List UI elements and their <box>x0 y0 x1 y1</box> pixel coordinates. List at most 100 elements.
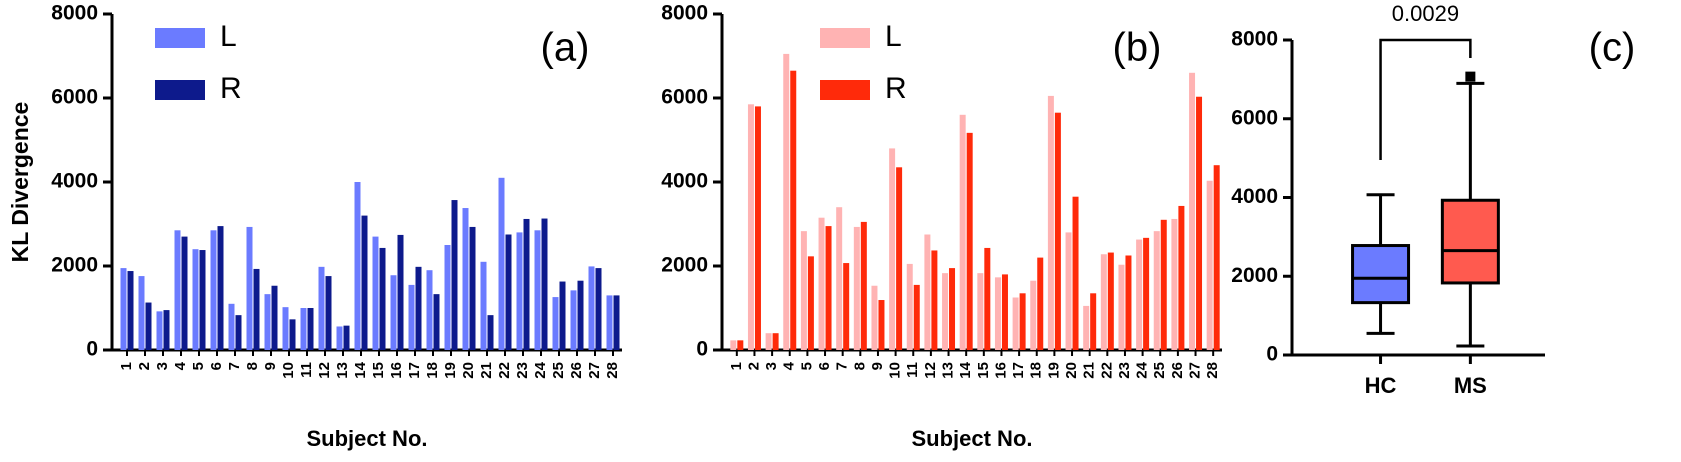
x-tick-label: 20 <box>1063 362 1080 379</box>
x-tick-label: 14 <box>957 361 974 378</box>
x-tick-label: 28 <box>604 362 621 379</box>
bar <box>924 234 931 350</box>
bar <box>1171 218 1178 350</box>
legend-label: R <box>885 72 907 105</box>
bar <box>1019 293 1026 350</box>
bar <box>282 307 289 350</box>
bar <box>433 294 440 350</box>
bar <box>1189 72 1196 351</box>
bar <box>1090 293 1097 350</box>
bar <box>1012 297 1019 350</box>
x-tick-label: 11 <box>298 362 315 378</box>
bar <box>271 285 278 350</box>
x-tick-label: 22 <box>496 362 513 379</box>
bar <box>210 230 217 350</box>
x-tick-label: 25 <box>550 362 567 379</box>
bar <box>1143 237 1150 350</box>
x-tick-label: 23 <box>514 362 531 379</box>
bar <box>127 271 134 350</box>
bar <box>931 250 938 350</box>
x-tick-label: 10 <box>887 362 904 379</box>
bar <box>843 263 850 350</box>
legend-swatch <box>155 80 205 100</box>
x-tick-label: 18 <box>424 362 441 379</box>
x-tick-label: 18 <box>1028 362 1045 379</box>
bar <box>516 232 523 350</box>
panel-label: (b) <box>1113 26 1162 70</box>
x-tick-label: 20 <box>460 362 477 379</box>
bar <box>552 297 559 350</box>
bar <box>984 247 991 350</box>
x-tick-label: 21 <box>478 362 495 379</box>
bar <box>541 218 548 350</box>
x-tick-label: 15 <box>370 362 387 379</box>
y-tick-label: 6000 <box>661 86 708 109</box>
x-tick-label: 17 <box>406 362 423 379</box>
bar <box>228 303 235 350</box>
y-tick-label: 8000 <box>1231 28 1278 51</box>
bar <box>120 268 127 350</box>
bar <box>1196 96 1203 351</box>
bar <box>1030 280 1037 350</box>
bar <box>896 167 903 350</box>
x-tick-label: 22 <box>1098 362 1115 379</box>
x-tick-label: 3 <box>154 362 171 370</box>
bar <box>354 182 361 350</box>
bar <box>994 277 1001 350</box>
bar <box>818 217 825 350</box>
bar <box>1118 264 1125 350</box>
bar <box>505 234 512 350</box>
x-tick-label: 2 <box>745 362 762 370</box>
bar <box>1047 95 1054 351</box>
bar <box>156 311 163 350</box>
bar <box>426 270 433 350</box>
bar <box>289 319 296 350</box>
bar <box>145 302 152 350</box>
x-tick-label: 8 <box>851 362 868 370</box>
x-tick-label: 7 <box>226 362 243 370</box>
bar <box>871 285 878 350</box>
bar <box>853 226 860 350</box>
bar <box>307 308 314 350</box>
bar <box>1037 257 1044 350</box>
y-tick-label: 0 <box>696 338 708 361</box>
x-tick-label: 8 <box>244 362 261 370</box>
bar <box>772 333 779 350</box>
legend-swatch <box>820 80 870 100</box>
bar <box>217 226 224 350</box>
x-tick-label: 10 <box>280 362 297 379</box>
bar <box>1065 232 1072 350</box>
significance-label: 0.0029 <box>1392 1 1459 26</box>
bar <box>343 325 350 350</box>
x-tick-label: HC <box>1365 373 1397 398</box>
bar <box>878 300 885 350</box>
bar <box>783 53 790 351</box>
x-tick-label: MS <box>1454 373 1487 398</box>
x-tick-label: 4 <box>781 361 798 370</box>
x-tick-label: 11 <box>904 362 921 378</box>
x-tick-label: 24 <box>532 361 549 378</box>
bar <box>379 247 386 350</box>
bar <box>959 114 966 350</box>
bar <box>138 276 145 350</box>
panel-label: (a) <box>541 26 590 70</box>
bar <box>487 315 494 350</box>
x-tick-label: 9 <box>262 362 279 370</box>
x-tick-label: 21 <box>1081 362 1098 379</box>
bar <box>730 340 737 350</box>
x-tick-label: 6 <box>816 362 833 370</box>
y-tick-label: 4000 <box>51 170 98 193</box>
x-tick-label: 6 <box>208 362 225 370</box>
bar <box>1160 219 1167 350</box>
y-tick-label: 8000 <box>661 2 708 25</box>
x-tick-label: 17 <box>1010 362 1027 379</box>
bar <box>825 226 832 350</box>
x-tick-label: 15 <box>975 362 992 379</box>
bar <box>836 207 843 350</box>
bar <box>397 234 404 350</box>
bar <box>523 218 530 350</box>
significance-bracket <box>1379 38 1472 160</box>
y-tick-label: 6000 <box>1231 106 1278 129</box>
bar <box>192 249 199 350</box>
